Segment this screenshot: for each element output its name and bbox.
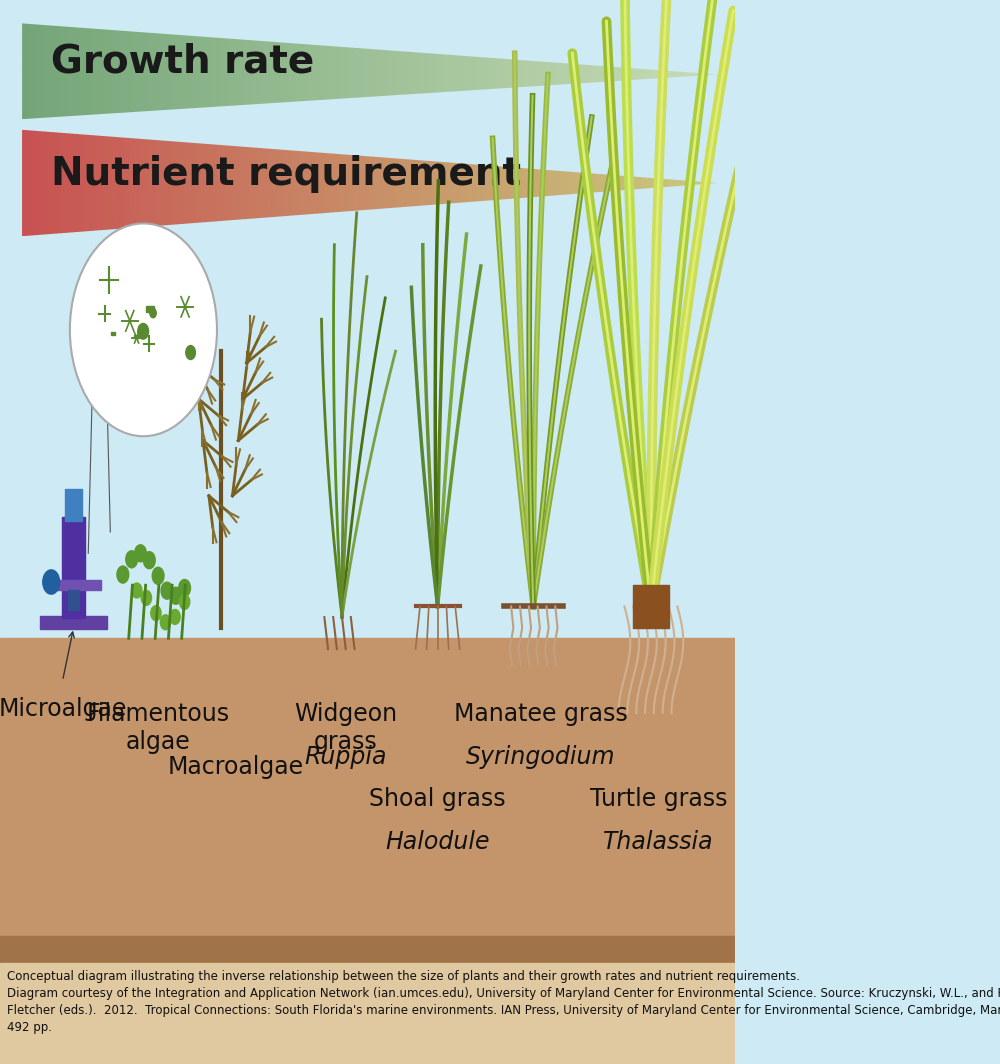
Text: Syringodium: Syringodium	[466, 745, 615, 769]
Text: Manatee grass: Manatee grass	[454, 702, 627, 727]
Bar	[65, 489, 82, 521]
Circle shape	[160, 615, 171, 630]
Circle shape	[150, 309, 156, 318]
Circle shape	[152, 567, 164, 584]
Bar	[0, 936, 735, 1064]
Bar	[633, 585, 669, 628]
Circle shape	[170, 610, 180, 625]
Text: Microalgae: Microalgae	[0, 697, 127, 721]
Circle shape	[141, 591, 152, 605]
Bar	[62, 517, 85, 618]
Text: Growth rate: Growth rate	[51, 43, 315, 81]
Circle shape	[186, 346, 195, 360]
Circle shape	[132, 583, 142, 598]
Circle shape	[151, 605, 161, 620]
Text: Nutrient requirement: Nutrient requirement	[51, 155, 521, 194]
Text: Conceptual diagram illustrating the inverse relationship between the size of pla: Conceptual diagram illustrating the inve…	[7, 970, 1000, 1034]
Bar	[68, 591, 79, 611]
Circle shape	[170, 587, 182, 604]
Circle shape	[179, 580, 190, 597]
Bar	[146, 306, 154, 312]
Bar	[111, 332, 115, 335]
Bar	[40, 616, 107, 629]
Circle shape	[43, 570, 60, 594]
Bar	[46, 580, 101, 591]
Text: Ruppia: Ruppia	[304, 745, 387, 769]
Bar	[0, 963, 735, 1064]
Circle shape	[117, 566, 129, 583]
Text: Shoal grass: Shoal grass	[369, 787, 506, 812]
Circle shape	[138, 323, 149, 339]
Circle shape	[126, 551, 138, 568]
Circle shape	[179, 595, 190, 610]
Circle shape	[135, 545, 146, 562]
Circle shape	[161, 582, 173, 599]
Text: Filamentous
algae: Filamentous algae	[87, 702, 230, 754]
Text: Halodule: Halodule	[385, 830, 490, 854]
Text: Widgeon
grass: Widgeon grass	[294, 702, 397, 754]
Bar	[0, 638, 735, 1064]
Bar	[134, 335, 139, 338]
Circle shape	[143, 551, 155, 568]
Text: Macroalgae: Macroalgae	[167, 755, 303, 780]
Circle shape	[70, 223, 217, 436]
Text: Thalassia: Thalassia	[603, 830, 714, 854]
Text: Turtle grass: Turtle grass	[590, 787, 727, 812]
